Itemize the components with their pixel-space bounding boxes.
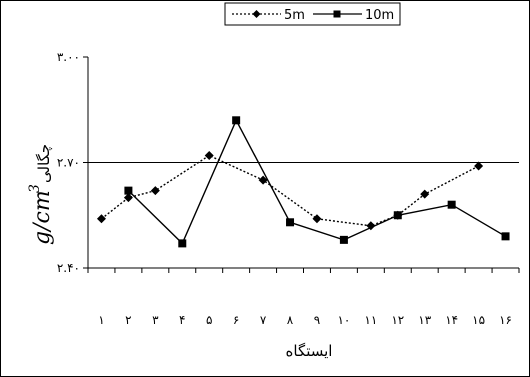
data-point-10m <box>393 211 402 220</box>
data-point-5m <box>123 193 133 203</box>
x-tick-label: ۱ <box>98 313 104 327</box>
y-axis-title: g/cm 3 چگالی <box>27 144 55 245</box>
x-tick-label: ۱۶ <box>499 313 512 327</box>
data-point-10m <box>124 186 133 195</box>
legend: 5m 10m <box>224 2 401 26</box>
data-point-5m <box>150 186 160 196</box>
y-tick-label: ۲.۷۰ <box>57 156 80 170</box>
x-tick-label: ۱۴ <box>445 313 458 327</box>
x-axis-title: ایستگاه <box>286 342 333 360</box>
data-point-10m <box>178 239 187 248</box>
x-tick-label: ۱۱ <box>364 313 377 327</box>
data-point-5m <box>312 214 322 224</box>
data-point-10m <box>339 235 348 244</box>
x-tick-label: ۸ <box>287 313 294 327</box>
x-tick-label: ۴ <box>179 313 185 327</box>
data-point-10m <box>501 232 510 241</box>
x-tick-label: ۷ <box>260 313 267 327</box>
x-tick-label: ۳ <box>152 313 159 327</box>
data-point-5m <box>258 175 268 185</box>
x-tick-label: ۱۵ <box>472 313 485 327</box>
data-point-10m <box>286 218 295 227</box>
legend-label-5m: 5m <box>284 8 305 23</box>
legend-square-marker <box>333 10 341 18</box>
data-point-10m <box>447 200 456 209</box>
x-tick-label: ۱۰ <box>337 313 350 327</box>
legend-label-10m: 10m <box>365 8 394 23</box>
data-point-5m <box>474 161 484 171</box>
x-tick-label: ۱۳ <box>418 313 431 327</box>
data-point-5m <box>96 214 106 224</box>
x-tick-label: ۹ <box>314 313 320 327</box>
x-tick-label: ۲ <box>125 313 131 327</box>
y-axis-unit-base: g/cm <box>30 190 55 245</box>
y-axis-label: چگالی <box>35 144 53 183</box>
data-point-5m <box>420 189 430 199</box>
series-line-10m <box>127 118 506 245</box>
x-tick-label: ۵ <box>206 313 212 327</box>
legend-diamond-marker <box>252 10 261 18</box>
y-tick-label: ۳.۰۰ <box>57 50 80 64</box>
data-point-10m <box>232 116 241 125</box>
legend-box <box>224 2 401 26</box>
series-line-5m <box>101 154 479 227</box>
y-axis-unit-exponent: 3 <box>27 184 43 193</box>
x-tick-label: ۶ <box>233 313 239 327</box>
data-point-5m <box>204 150 214 160</box>
y-tick-label: ۲.۴۰ <box>57 261 80 275</box>
x-tick-label: ۱۲ <box>391 313 404 327</box>
